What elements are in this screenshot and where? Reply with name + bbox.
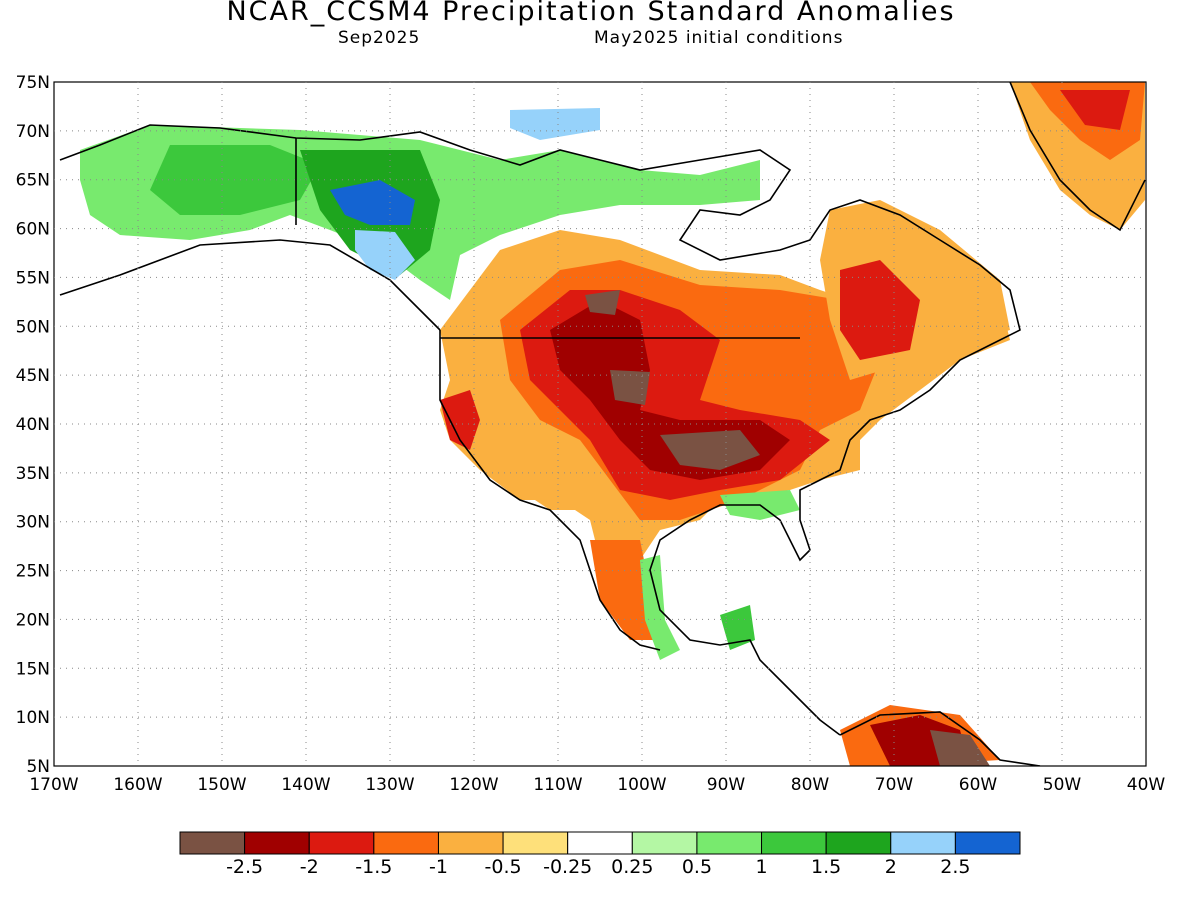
lat-label: 30N xyxy=(16,513,50,533)
region-sa-brown xyxy=(930,730,990,766)
lat-labels: 75N 70N 65N 60N 55N 50N 45N 40N 35N 30N 25N 20N 15N 1… xyxy=(16,73,50,777)
lat-label: 20N xyxy=(16,610,50,630)
lat-label: 35N xyxy=(16,464,50,484)
colorbar-swatch xyxy=(244,831,310,855)
region-brown-1 xyxy=(585,290,620,315)
lat-label: 25N xyxy=(16,562,50,582)
colorbar-label: -0.5 xyxy=(484,856,522,878)
colorbar-label: 1.5 xyxy=(811,856,842,878)
lon-labels: 170W 160W 150W 140W 130W 120W 110W 100W 90W 80W 70… xyxy=(29,775,1165,795)
lon-label: 50W xyxy=(1043,775,1082,795)
colorbar-label: 2 xyxy=(884,856,897,878)
region-west-coast xyxy=(440,390,480,450)
lat-label: 10N xyxy=(16,708,50,728)
lon-label: 40W xyxy=(1127,775,1166,795)
lat-label: 45N xyxy=(16,366,50,386)
colorbar-label: -2.5 xyxy=(226,856,264,878)
colorbar-label: 1 xyxy=(755,856,768,878)
lon-label: 80W xyxy=(791,775,830,795)
region-quebec-red xyxy=(840,260,920,360)
colorbar-swatch xyxy=(502,831,569,855)
colorbar-swatch xyxy=(761,831,827,855)
region-southwest xyxy=(520,450,600,510)
colorbar-swatch xyxy=(179,831,246,855)
lon-label: 60W xyxy=(959,775,998,795)
lat-label: 75N xyxy=(16,73,50,93)
lat-label: 65N xyxy=(16,171,50,191)
colorbar-label: 0.25 xyxy=(611,856,654,878)
lat-label: 5N xyxy=(26,757,50,777)
colorbar-swatch xyxy=(825,831,892,855)
colorbar-swatch xyxy=(437,831,504,855)
lat-label: 70N xyxy=(16,122,50,142)
colorbar-label: -2 xyxy=(299,856,319,878)
lon-label: 130W xyxy=(365,775,414,795)
lat-label: 60N xyxy=(16,220,50,240)
init-conditions: May2025 initial conditions xyxy=(594,28,844,48)
colorbar-swatch xyxy=(631,831,698,855)
target-month: Sep2025 xyxy=(338,28,421,48)
lon-label: 150W xyxy=(197,775,246,795)
lon-label: 110W xyxy=(533,775,582,795)
lon-label: 90W xyxy=(707,775,746,795)
region-central-am-wet xyxy=(720,605,755,650)
lat-label: 50N xyxy=(16,317,50,337)
colorbar xyxy=(179,831,1021,855)
colorbar-label: -1 xyxy=(428,856,448,878)
lat-label: 40N xyxy=(16,415,50,435)
colorbar-label: -1.5 xyxy=(355,856,393,878)
coastlines xyxy=(59,82,1146,766)
colorbar-swatch xyxy=(567,831,633,855)
region-arctic-isl xyxy=(510,108,600,140)
lon-label: 100W xyxy=(617,775,666,795)
map-title: NCAR_CCSM4 Precipitation Standard Anomal… xyxy=(226,0,956,27)
region-brown-3 xyxy=(660,430,760,470)
region-greenland-deep xyxy=(1060,90,1130,130)
region-brown-2 xyxy=(610,370,650,405)
lon-label: 170W xyxy=(29,775,78,795)
colorbar-label: -0.25 xyxy=(543,856,593,878)
lat-label: 55N xyxy=(16,268,50,288)
lon-label: 140W xyxy=(281,775,330,795)
colorbar-swatch xyxy=(696,831,763,855)
colorbar-label: 0.5 xyxy=(681,856,713,878)
anomaly-shading xyxy=(80,82,1145,766)
lon-label: 70W xyxy=(875,775,914,795)
colorbar-swatch xyxy=(373,831,439,855)
lat-label: 15N xyxy=(16,659,50,679)
colorbar-swatch xyxy=(954,831,1021,855)
gridlines xyxy=(54,82,1146,766)
lon-label: 160W xyxy=(113,775,162,795)
colorbar-label: 2.5 xyxy=(940,856,971,878)
region-yukon-blue xyxy=(330,180,415,225)
colorbar-swatch xyxy=(308,831,375,855)
lon-label: 120W xyxy=(449,775,498,795)
colorbar-swatch xyxy=(890,831,956,855)
